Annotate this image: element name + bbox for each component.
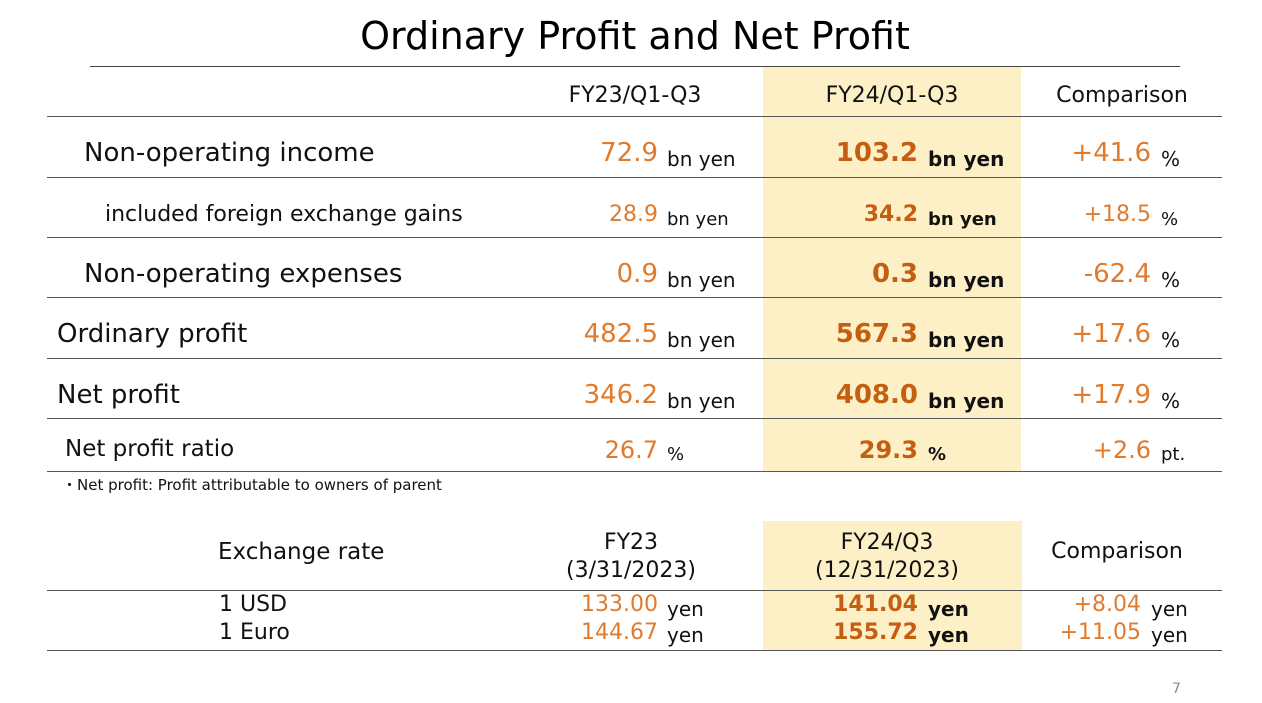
fy23-value: 482.5 <box>583 319 658 349</box>
header-fy23: FY23/Q1-Q3 <box>568 83 702 108</box>
fx-table-rule <box>47 650 1222 651</box>
comparison-unit: % <box>1161 328 1181 352</box>
comparison-unit: % <box>1161 209 1179 230</box>
row-label: Non-operating income <box>84 138 375 168</box>
fy24-value: 567.3 <box>835 319 918 349</box>
comparison-unit: % <box>1161 389 1181 413</box>
fx-comparison-unit: yen <box>1151 597 1188 621</box>
fy23-unit: bn yen <box>667 328 736 352</box>
comparison-value: +2.6 <box>1092 436 1151 464</box>
fy24-column-highlight <box>763 67 1021 472</box>
header-fy24: FY24/Q1-Q3 <box>825 83 959 108</box>
row-label: Net profit ratio <box>65 436 235 462</box>
table-rule <box>47 177 1222 178</box>
fy23-value: 26.7 <box>604 436 658 464</box>
comparison-value: +17.6 <box>1071 319 1151 349</box>
table-rule <box>47 116 1222 117</box>
row-label: Non-operating expenses <box>84 259 403 289</box>
comparison-value: +41.6 <box>1071 138 1151 168</box>
comparison-value: -62.4 <box>1083 259 1151 289</box>
fy24-unit: bn yen <box>928 268 1005 292</box>
fy23-value: 346.2 <box>583 380 658 410</box>
fx-fy24-value: 155.72 <box>833 620 918 645</box>
fy24-unit: bn yen <box>928 147 1005 171</box>
fx-fy23-unit: yen <box>667 623 704 647</box>
fy23-unit: bn yen <box>667 268 736 292</box>
fx-comparison-value: +11.05 <box>1059 620 1141 645</box>
fy24-value: 34.2 <box>863 202 918 227</box>
fx-fy24-column-highlight <box>763 521 1022 651</box>
fy23-value: 72.9 <box>600 138 658 168</box>
fx-comparison-value: +8.04 <box>1073 592 1141 617</box>
fy24-value: 0.3 <box>871 259 918 289</box>
fx-fy23-value: 144.67 <box>581 620 658 645</box>
fy24-unit: bn yen <box>928 328 1005 352</box>
fx-header-fy23: FY23 <box>603 530 659 555</box>
fx-header-fy24-date: (12/31/2023) <box>815 558 959 583</box>
fx-fy24-value: 141.04 <box>833 592 918 617</box>
row-label: Ordinary profit <box>57 319 248 349</box>
fy23-unit: bn yen <box>667 147 736 171</box>
fy24-unit: bn yen <box>928 389 1005 413</box>
fx-fy23-unit: yen <box>667 597 704 621</box>
fx-comparison-unit: yen <box>1151 623 1188 647</box>
title-underline <box>90 66 1180 67</box>
fy24-value: 408.0 <box>835 380 918 410</box>
fx-header-comparison: Comparison <box>1051 539 1183 564</box>
comparison-value: +17.9 <box>1071 380 1151 410</box>
fy23-unit: bn yen <box>667 389 736 413</box>
table-rule <box>47 297 1222 298</box>
fx-row-label: 1 USD <box>219 592 287 617</box>
footnote: ・Net profit: Profit attributable to owne… <box>62 476 442 494</box>
page-number: 7 <box>1172 681 1181 697</box>
row-label: included foreign exchange gains <box>105 202 463 227</box>
comparison-value: +18.5 <box>1083 202 1151 227</box>
fy24-value: 103.2 <box>835 138 918 168</box>
table-rule <box>47 237 1222 238</box>
header-comparison: Comparison <box>1056 83 1188 108</box>
fy23-unit: bn yen <box>667 209 729 230</box>
fx-header-fy24: FY24/Q3 <box>840 530 934 555</box>
table-rule <box>47 358 1222 359</box>
fx-table-label: Exchange rate <box>218 539 385 565</box>
comparison-unit: pt. <box>1161 444 1186 465</box>
table-rule <box>47 418 1222 419</box>
fy23-unit: % <box>667 444 685 465</box>
fx-fy24-unit: yen <box>928 623 969 647</box>
comparison-unit: % <box>1161 268 1181 292</box>
fx-header-fy23-date: (3/31/2023) <box>566 558 696 583</box>
fy24-unit: bn yen <box>928 209 997 230</box>
fy24-unit: % <box>928 444 947 465</box>
page-title: Ordinary Profit and Net Profit <box>360 14 910 58</box>
fx-row-label: 1 Euro <box>219 620 290 645</box>
fy23-value: 0.9 <box>616 259 658 289</box>
fx-fy24-unit: yen <box>928 597 969 621</box>
fx-table-rule <box>47 590 1222 591</box>
fy24-value: 29.3 <box>858 436 918 464</box>
fy23-value: 28.9 <box>609 202 658 227</box>
fx-fy23-value: 133.00 <box>581 592 658 617</box>
comparison-unit: % <box>1161 147 1181 171</box>
table-rule <box>47 471 1222 472</box>
row-label: Net profit <box>57 380 181 410</box>
